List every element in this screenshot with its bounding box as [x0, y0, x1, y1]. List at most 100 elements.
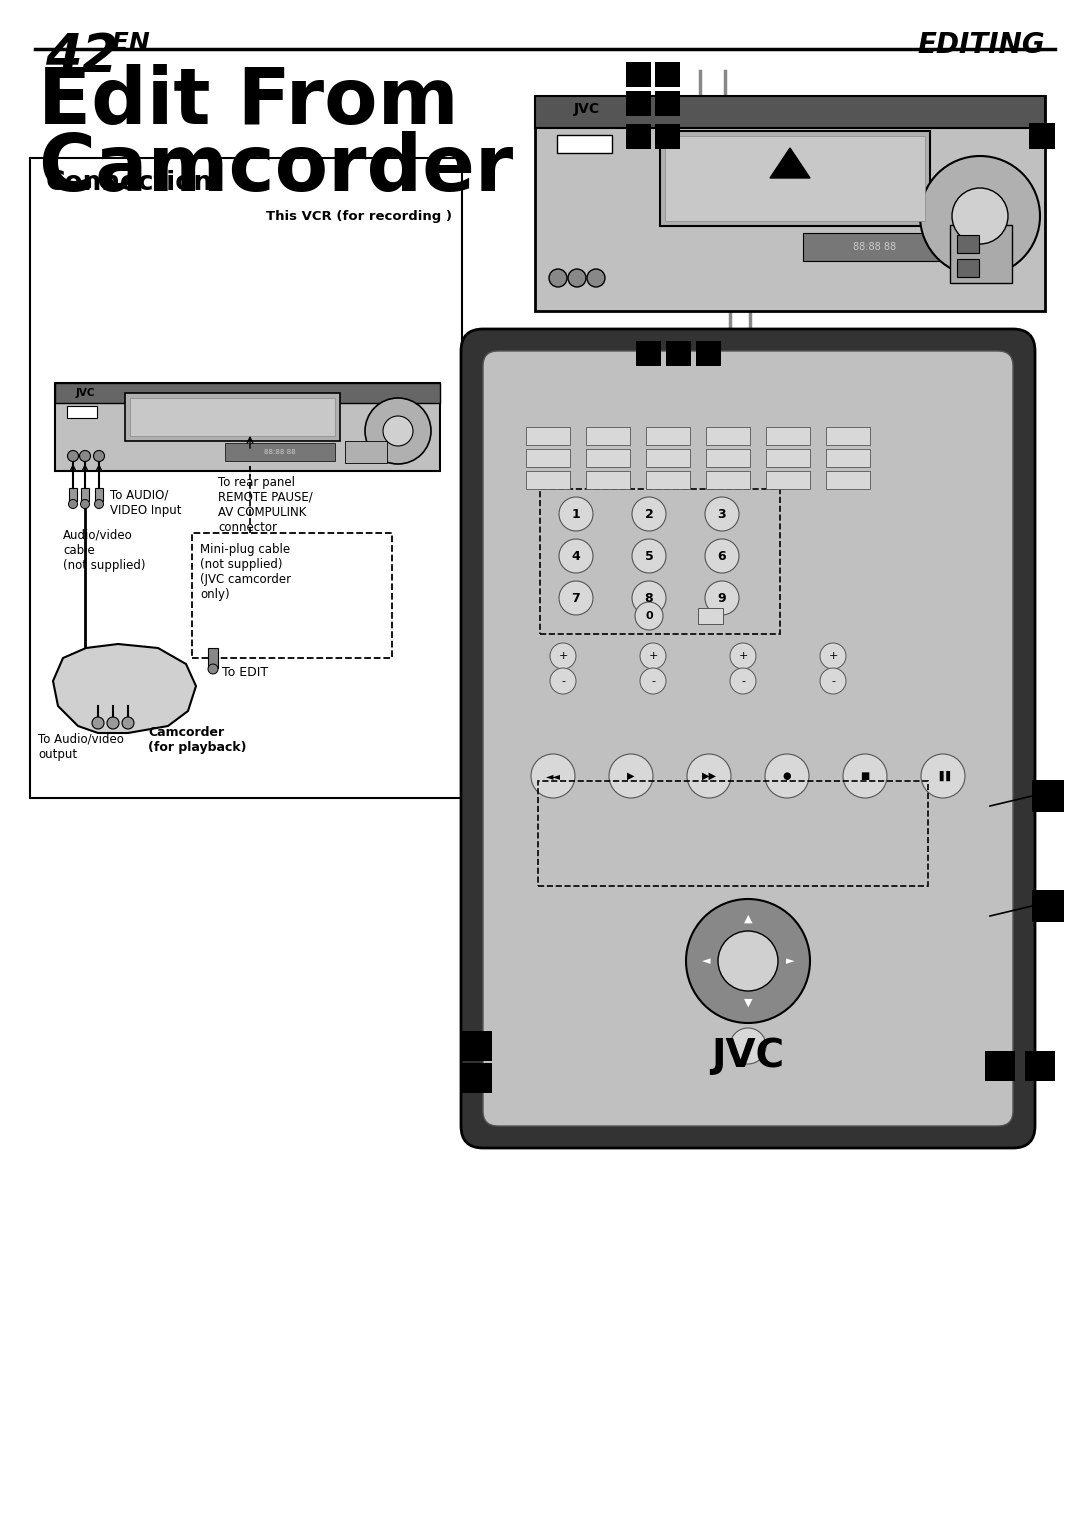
Circle shape	[122, 717, 134, 729]
Circle shape	[609, 754, 653, 798]
Bar	[586, 472, 630, 488]
Bar	[526, 449, 570, 467]
Text: ►: ►	[786, 955, 794, 966]
Bar	[706, 427, 750, 446]
Text: 2: 2	[645, 508, 653, 520]
Text: ◄◄: ◄◄	[545, 771, 561, 781]
Bar	[1029, 124, 1055, 150]
Text: Edit From: Edit From	[38, 64, 459, 140]
Text: +: +	[739, 652, 747, 661]
Circle shape	[635, 601, 663, 630]
Circle shape	[705, 539, 739, 572]
Bar	[665, 136, 924, 221]
Bar	[826, 472, 870, 488]
Text: To rear panel
REMOTE PAUSE/
AV COMPULINK
connector: To rear panel REMOTE PAUSE/ AV COMPULINK…	[218, 476, 313, 534]
Text: ▲: ▲	[744, 914, 753, 925]
Circle shape	[951, 188, 1008, 244]
Circle shape	[568, 269, 586, 287]
Bar	[654, 61, 679, 87]
Text: Connection: Connection	[46, 169, 213, 195]
Bar	[526, 472, 570, 488]
Text: 8: 8	[645, 592, 653, 604]
Bar	[526, 427, 570, 446]
Bar	[95, 488, 103, 501]
Circle shape	[686, 899, 810, 1022]
Bar	[957, 259, 978, 278]
Bar	[698, 607, 723, 624]
Bar	[766, 472, 810, 488]
Circle shape	[94, 450, 105, 461]
Bar	[462, 1064, 492, 1093]
Bar	[654, 90, 679, 116]
Text: To EDIT: To EDIT	[222, 665, 268, 679]
Text: ▶: ▶	[627, 771, 635, 781]
Bar	[81, 488, 89, 501]
Bar	[826, 427, 870, 446]
Text: EN: EN	[103, 31, 150, 55]
Bar	[225, 443, 335, 461]
Text: ▐▐: ▐▐	[935, 771, 950, 781]
Bar	[462, 1032, 492, 1061]
Circle shape	[632, 539, 666, 572]
Circle shape	[365, 398, 431, 464]
Bar	[635, 340, 661, 366]
Circle shape	[559, 581, 593, 615]
Bar	[646, 427, 690, 446]
Bar	[55, 383, 440, 472]
Bar	[557, 134, 612, 153]
Text: -: -	[741, 676, 745, 687]
Text: Audio/video
cable
(not supplied): Audio/video cable (not supplied)	[63, 530, 146, 572]
Bar	[696, 340, 720, 366]
Polygon shape	[770, 148, 810, 179]
Bar	[985, 1051, 1015, 1080]
Text: +: +	[828, 652, 838, 661]
Bar	[950, 224, 1012, 282]
Text: 0: 0	[645, 610, 652, 621]
Circle shape	[632, 581, 666, 615]
Bar	[646, 449, 690, 467]
Text: 4: 4	[571, 549, 580, 563]
Text: JVC: JVC	[573, 102, 600, 116]
Bar	[30, 159, 462, 798]
Text: JVC: JVC	[76, 388, 95, 398]
Text: JVC: JVC	[712, 1038, 784, 1074]
Circle shape	[687, 754, 731, 798]
Circle shape	[820, 668, 846, 694]
Circle shape	[383, 417, 413, 446]
Bar	[67, 406, 97, 418]
Circle shape	[559, 539, 593, 572]
Bar	[826, 449, 870, 467]
Circle shape	[920, 156, 1040, 276]
Bar	[706, 472, 750, 488]
Circle shape	[549, 269, 567, 287]
Circle shape	[820, 642, 846, 668]
Text: -: -	[561, 676, 565, 687]
Text: 3: 3	[718, 508, 727, 520]
Circle shape	[550, 642, 576, 668]
Bar	[665, 340, 690, 366]
Circle shape	[640, 642, 666, 668]
Bar	[625, 124, 650, 148]
Bar	[706, 449, 750, 467]
Text: ●: ●	[783, 771, 792, 781]
Circle shape	[730, 668, 756, 694]
Circle shape	[107, 717, 119, 729]
Text: 88:88 88: 88:88 88	[265, 449, 296, 455]
Circle shape	[718, 931, 778, 990]
Circle shape	[68, 499, 78, 508]
Text: To Audio/video
output: To Audio/video output	[38, 732, 124, 761]
Circle shape	[730, 1029, 766, 1064]
Text: ■: ■	[861, 771, 869, 781]
Bar	[538, 781, 928, 887]
Circle shape	[80, 450, 91, 461]
Circle shape	[559, 497, 593, 531]
Text: This VCR (for recording ): This VCR (for recording )	[266, 211, 453, 223]
Text: 5: 5	[645, 549, 653, 563]
Bar	[646, 472, 690, 488]
Circle shape	[843, 754, 887, 798]
Bar	[535, 96, 1045, 311]
Text: 42: 42	[45, 31, 119, 82]
Bar	[766, 449, 810, 467]
Text: -: -	[831, 676, 835, 687]
Text: To AUDIO/
VIDEO Input: To AUDIO/ VIDEO Input	[110, 488, 181, 517]
